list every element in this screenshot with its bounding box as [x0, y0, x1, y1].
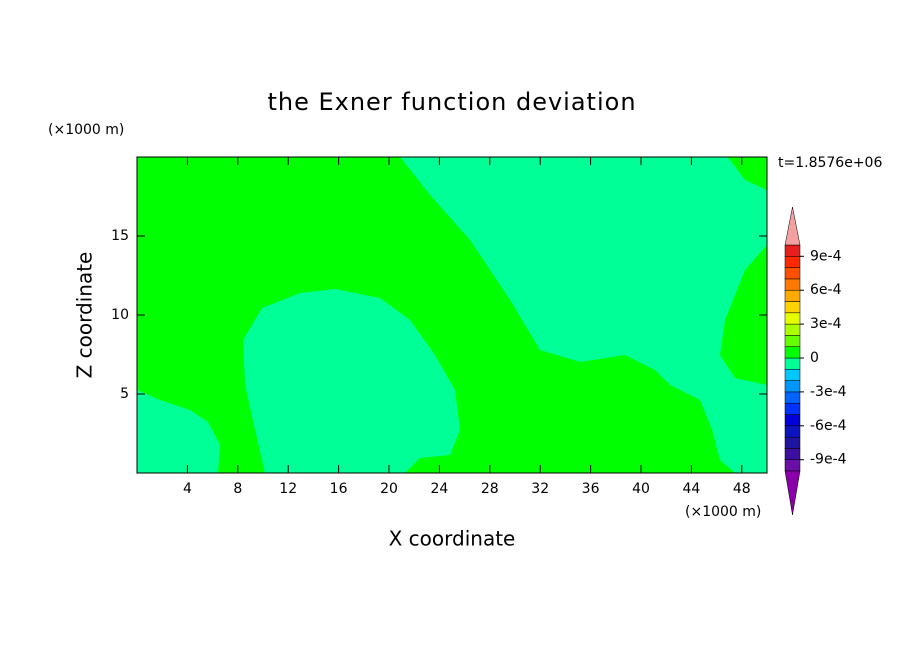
colorbar-band: [784, 323, 801, 336]
x-tick-label: 32: [531, 481, 549, 497]
colorbar-band: [784, 289, 801, 302]
x-unit: (×1000 m): [685, 504, 761, 520]
x-tick-label: 4: [183, 481, 192, 497]
x-tick-label: 16: [330, 481, 348, 497]
x-tick-label: 12: [279, 481, 297, 497]
y-tick-label: 5: [120, 386, 129, 402]
colorbar-under: [784, 470, 801, 516]
colorbar-band: [784, 402, 801, 415]
colorbar-tick-label: 3e-4: [810, 316, 842, 332]
colorbar-tick-label: -9e-4: [810, 452, 847, 468]
y-unit: (×1000 m): [48, 122, 124, 138]
y-tick-label: 10: [111, 307, 129, 323]
colorbar-band: [784, 414, 801, 427]
annotation: t=1.8576e+06: [778, 155, 882, 171]
x-tick-label: 8: [233, 481, 242, 497]
colorbar-band: [784, 346, 801, 359]
x-tick-label: 40: [632, 481, 650, 497]
x-tick-label: 36: [582, 481, 600, 497]
x-tick-label: 48: [733, 481, 751, 497]
colorbar-band: [784, 301, 801, 314]
colorbar-band: [784, 335, 801, 347]
colorbar-band: [784, 278, 801, 291]
x-tick-label: 44: [682, 481, 700, 497]
colorbar-tick-label: 6e-4: [810, 282, 842, 298]
colorbar-tick-label: -3e-4: [810, 384, 847, 400]
contour-region: [400, 157, 767, 473]
colorbar-band: [784, 244, 801, 257]
contour-region: [137, 390, 220, 473]
colorbar-band: [784, 256, 801, 268]
y-axis-label: Z coordinate: [73, 252, 97, 379]
contour-region: [243, 289, 460, 473]
chart-title: the Exner function deviation: [267, 88, 636, 116]
colorbar-band: [784, 391, 801, 404]
colorbar-band: [784, 380, 801, 393]
colorbar-band: [784, 369, 801, 381]
colorbar-tick-label: 0: [810, 350, 819, 366]
colorbar-band: [784, 312, 801, 325]
x-tick-label: 28: [481, 481, 499, 497]
colorbar-over: [784, 206, 801, 246]
y-tick-label: 15: [111, 228, 129, 244]
colorbar-band: [784, 436, 801, 449]
colorbar-band: [784, 448, 801, 460]
x-axis-label: X coordinate: [389, 527, 516, 551]
colorbar-band: [784, 267, 801, 280]
colorbar-tick-label: 9e-4: [810, 248, 842, 264]
x-tick-label: 24: [430, 481, 448, 497]
x-tick-label: 20: [380, 481, 398, 497]
colorbar-band: [784, 425, 801, 438]
colorbar-band: [784, 459, 801, 472]
colorbar-band: [784, 357, 801, 370]
colorbar-tick-label: -6e-4: [810, 418, 847, 434]
